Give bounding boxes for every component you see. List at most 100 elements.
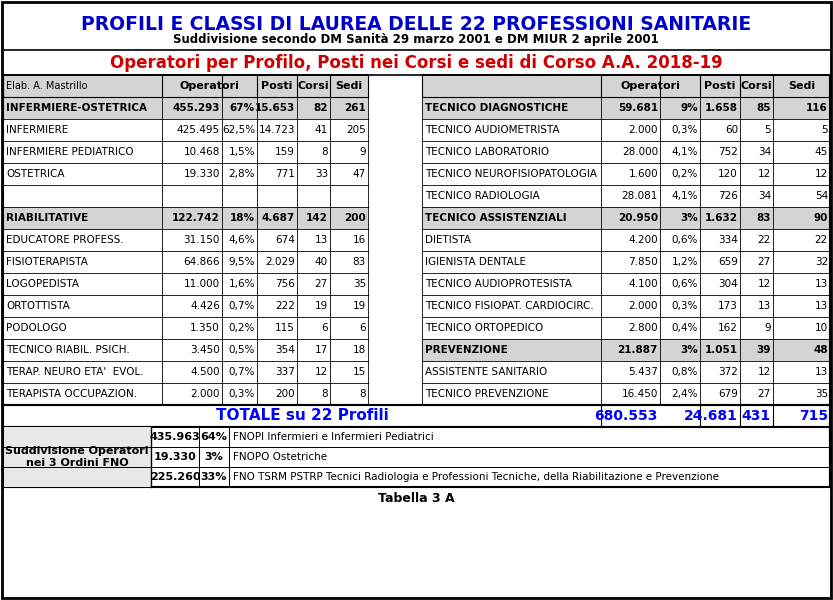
Text: 9: 9 [765, 323, 771, 333]
Text: 7.850: 7.850 [628, 257, 658, 267]
Text: Operatori: Operatori [180, 81, 239, 91]
Text: Suddivisione Operatori
nei 3 Ordini FNO: Suddivisione Operatori nei 3 Ordini FNO [5, 446, 149, 468]
Text: 4,6%: 4,6% [228, 235, 255, 245]
Text: 85: 85 [756, 103, 771, 113]
Text: 12: 12 [815, 169, 828, 179]
Text: 45: 45 [815, 147, 828, 157]
Text: 13: 13 [315, 235, 328, 245]
Text: 159: 159 [275, 147, 295, 157]
Text: 34: 34 [758, 147, 771, 157]
Text: 19.330: 19.330 [153, 452, 197, 462]
Text: 122.742: 122.742 [172, 213, 220, 223]
Text: DIETISTA: DIETISTA [425, 235, 471, 245]
Text: 28.081: 28.081 [621, 191, 658, 201]
Text: 32: 32 [815, 257, 828, 267]
Text: IGIENISTA DENTALE: IGIENISTA DENTALE [425, 257, 526, 267]
Text: 27: 27 [758, 257, 771, 267]
Bar [3, 295, 368, 317]
Text: 0,4%: 0,4% [671, 323, 698, 333]
Text: 10.468: 10.468 [183, 147, 220, 157]
Text: 41: 41 [315, 125, 328, 135]
Text: 674: 674 [275, 235, 295, 245]
Text: 752: 752 [718, 147, 738, 157]
Text: 8: 8 [322, 389, 328, 399]
Text: Posti: Posti [262, 81, 292, 91]
Bar [422, 295, 830, 317]
Bar [3, 317, 368, 339]
Text: Tabella 3 A: Tabella 3 A [377, 493, 454, 505]
Text: INFERMIERE-OSTETRICA: INFERMIERE-OSTETRICA [6, 103, 147, 113]
Text: 31.150: 31.150 [183, 235, 220, 245]
Text: 12: 12 [758, 279, 771, 289]
Text: TECNICO AUDIOPROTESISTA: TECNICO AUDIOPROTESISTA [425, 279, 572, 289]
Text: 116: 116 [806, 103, 828, 113]
Text: TECNICO AUDIOMETRISTA: TECNICO AUDIOMETRISTA [425, 125, 560, 135]
Text: 200: 200 [276, 389, 295, 399]
Text: 64%: 64% [201, 432, 227, 442]
Text: 16.450: 16.450 [621, 389, 658, 399]
Bar [3, 119, 368, 141]
Text: 35: 35 [352, 279, 366, 289]
Text: 2.000: 2.000 [191, 389, 220, 399]
Text: 0,3%: 0,3% [671, 301, 698, 311]
Text: 39: 39 [756, 345, 771, 355]
Text: 1.632: 1.632 [705, 213, 738, 223]
Text: 24.681: 24.681 [684, 409, 738, 423]
Text: Operatori per Profilo, Posti nei Corsi e sedi di Corso A.A. 2018-19: Operatori per Profilo, Posti nei Corsi e… [110, 54, 722, 72]
Text: 15.653: 15.653 [255, 103, 295, 113]
Text: 83: 83 [756, 213, 771, 223]
Text: 4.100: 4.100 [628, 279, 658, 289]
Text: 0,6%: 0,6% [671, 235, 698, 245]
Bar [422, 339, 830, 361]
Text: 12: 12 [758, 367, 771, 377]
Text: 304: 304 [718, 279, 738, 289]
Text: 0,3%: 0,3% [671, 125, 698, 135]
Text: LOGOPEDISTA: LOGOPEDISTA [6, 279, 79, 289]
Text: TECNICO RIABIL. PSICH.: TECNICO RIABIL. PSICH. [6, 345, 130, 355]
Text: FNO TSRM PSTRP Tecnici Radiologia e Professioni Tecniche, della Riabilitazione e: FNO TSRM PSTRP Tecnici Radiologia e Prof… [233, 472, 719, 482]
Text: 8: 8 [359, 389, 366, 399]
Text: PROFILI E CLASSI DI LAUREA DELLE 22 PROFESSIONI SANITARIE: PROFILI E CLASSI DI LAUREA DELLE 22 PROF… [81, 14, 751, 34]
Bar [3, 273, 368, 295]
Text: 0,7%: 0,7% [228, 367, 255, 377]
Text: 4.500: 4.500 [191, 367, 220, 377]
Text: 372: 372 [718, 367, 738, 377]
Text: 4.200: 4.200 [628, 235, 658, 245]
Text: 21.887: 21.887 [617, 345, 658, 355]
Text: PODOLOGO: PODOLOGO [6, 323, 67, 333]
Text: 771: 771 [275, 169, 295, 179]
Bar [422, 273, 830, 295]
Text: 2.800: 2.800 [628, 323, 658, 333]
Text: 455.293: 455.293 [172, 103, 220, 113]
Text: 1.600: 1.600 [628, 169, 658, 179]
Text: Elab. A. Mastrillo: Elab. A. Mastrillo [6, 81, 87, 91]
Text: TECNICO RADIOLOGIA: TECNICO RADIOLOGIA [425, 191, 540, 201]
Text: Corsi: Corsi [741, 81, 772, 91]
Text: 13: 13 [815, 367, 828, 377]
Bar [422, 185, 830, 207]
Text: 425.495: 425.495 [177, 125, 220, 135]
Text: 62,5%: 62,5% [222, 125, 255, 135]
Bar [422, 229, 830, 251]
Text: 48: 48 [813, 345, 828, 355]
Text: TERAPISTA OCCUPAZION.: TERAPISTA OCCUPAZION. [6, 389, 137, 399]
Text: 8: 8 [322, 147, 328, 157]
Text: 3%: 3% [681, 213, 698, 223]
Text: 659: 659 [718, 257, 738, 267]
Text: 0,7%: 0,7% [228, 301, 255, 311]
Text: 5.437: 5.437 [628, 367, 658, 377]
Text: TECNICO LABORATORIO: TECNICO LABORATORIO [425, 147, 549, 157]
Text: 354: 354 [275, 345, 295, 355]
Text: 2,4%: 2,4% [671, 389, 698, 399]
Text: PREVENZIONE: PREVENZIONE [425, 345, 508, 355]
Text: TECNICO ASSISTENZIALI: TECNICO ASSISTENZIALI [425, 213, 566, 223]
Text: 6: 6 [322, 323, 328, 333]
Text: 13: 13 [815, 301, 828, 311]
Text: 756: 756 [275, 279, 295, 289]
Text: 0,2%: 0,2% [671, 169, 698, 179]
Text: 0,8%: 0,8% [671, 367, 698, 377]
Text: 18: 18 [352, 345, 366, 355]
Text: 162: 162 [718, 323, 738, 333]
Text: 40: 40 [315, 257, 328, 267]
Text: 17: 17 [315, 345, 328, 355]
